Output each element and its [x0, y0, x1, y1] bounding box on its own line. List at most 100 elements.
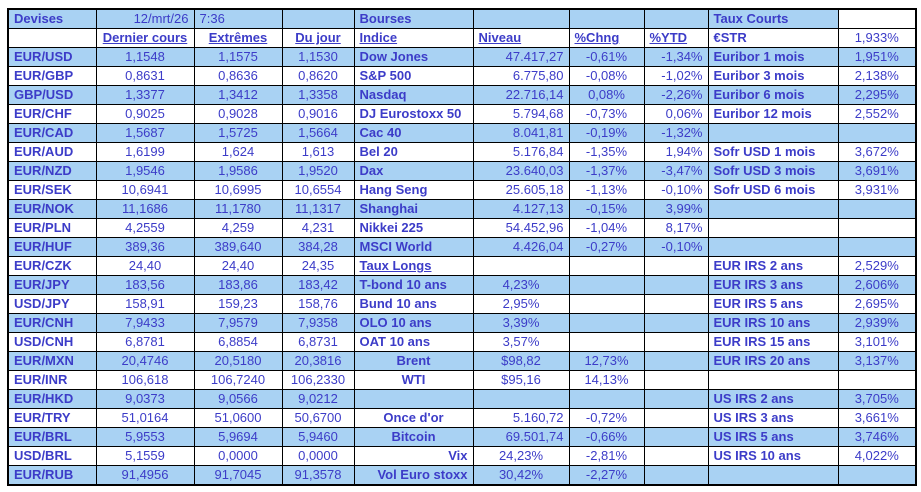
estr-label: €STR [707, 28, 839, 48]
extremes-cell: 106,7240 [193, 370, 283, 390]
du-jour-cell: 4,231 [281, 218, 355, 238]
pct-ytd-cell [643, 370, 709, 390]
taux-label-cell [707, 370, 839, 390]
dernier-cours-cell: 5,9553 [95, 427, 195, 447]
du-jour-cell: 183,42 [281, 275, 355, 295]
taux-value-cell: 3,705% [837, 389, 917, 409]
extremes-cell: 1,9586 [193, 161, 283, 181]
table-row: EUR/HKD 9,0373 9,0566 9,0212 US IRS 2 ans 3,7… [7, 389, 917, 409]
niveau-cell: 4.426,04 [472, 237, 570, 257]
dernier-cours-cell: 183,56 [95, 275, 195, 295]
taux-label-cell: Euribor 3 mois [707, 66, 839, 86]
empty-cell [281, 8, 355, 29]
dernier-cours-cell: 10,6941 [95, 180, 195, 200]
pct-chng-cell: -2,27% [568, 465, 645, 486]
pct-ytd-cell: -0,10% [643, 237, 709, 257]
indice-cell: Bel 20 [353, 142, 474, 162]
pair-cell: EUR/RUB [7, 465, 97, 486]
indice-cell: Brent [353, 351, 474, 371]
extremes-cell: 51,0600 [193, 408, 283, 428]
taux-value-cell: 2,295% [837, 85, 917, 105]
taux-value-cell: 4,022% [837, 446, 917, 466]
pct-chng-cell [568, 389, 645, 409]
devises-header: Devises [7, 8, 97, 29]
extremes-cell: 4,259 [193, 218, 283, 238]
taux-label-cell [707, 123, 839, 143]
taux-label-cell: EUR IRS 3 ans [707, 275, 839, 295]
du-jour-cell: 6,8731 [281, 332, 355, 352]
indice-cell: Bitcoin [353, 427, 474, 447]
taux-label-cell: EUR IRS 5 ans [707, 294, 839, 314]
dernier-cours-cell: 9,0373 [95, 389, 195, 409]
taux-value-cell: 2,939% [837, 313, 917, 333]
pct-chng-cell: -0,15% [568, 199, 645, 219]
extremes-cell: 6,8854 [193, 332, 283, 352]
table-row: EUR/USD 1,1548 1,1575 1,1530 Dow Jones 47.417… [7, 47, 917, 67]
table-row: EUR/NOK 11,1686 11,1780 11,1317 Shanghai 4.12… [7, 199, 917, 219]
pair-cell: EUR/NZD [7, 161, 97, 181]
col-du-jour: Du jour [281, 28, 355, 48]
dernier-cours-cell: 1,9546 [95, 161, 195, 181]
extremes-cell: 1,1575 [193, 47, 283, 67]
du-jour-cell: 5,9460 [281, 427, 355, 447]
pair-cell: EUR/CHF [7, 104, 97, 124]
indice-cell: Vix [353, 446, 474, 466]
extremes-cell: 183,86 [193, 275, 283, 295]
pct-chng-cell: -0,73% [568, 104, 645, 124]
bourses-header: Bourses [353, 8, 474, 29]
indice-cell: WTI [353, 370, 474, 390]
du-jour-cell: 9,0212 [281, 389, 355, 409]
table-row: EUR/MXN 20,4746 20,5180 20,3816 Brent $98,82 1… [7, 351, 917, 371]
table-row: USD/BRL 5,1559 0,0000 0,0000 Vix 24,23% -2,81%… [7, 446, 917, 466]
taux-label-cell: Sofr USD 3 mois [707, 161, 839, 181]
indice-cell [353, 389, 474, 409]
extremes-cell: 5,9694 [193, 427, 283, 447]
dernier-cours-cell: 1,5687 [95, 123, 195, 143]
pct-ytd-cell [643, 389, 709, 409]
pct-chng-cell [568, 313, 645, 333]
extremes-cell: 0,0000 [193, 446, 283, 466]
taux-value-cell [837, 370, 917, 390]
dernier-cours-cell: 1,1548 [95, 47, 195, 67]
indice-cell: DJ Eurostoxx 50 [353, 104, 474, 124]
taux-value-cell: 3,746% [837, 427, 917, 447]
niveau-cell: 24,23% [472, 446, 570, 466]
table-body: EUR/USD 1,1548 1,1575 1,1530 Dow Jones 47.417… [7, 47, 917, 486]
taux-value-cell: 2,606% [837, 275, 917, 295]
taux-label-cell: US IRS 2 ans [707, 389, 839, 409]
taux-value-cell: 2,138% [837, 66, 917, 86]
market-dashboard-table: Devises 12/mrt/26 7:36 Bourses Taux Cour… [7, 8, 917, 486]
pair-cell: GBP/USD [7, 85, 97, 105]
pct-chng-cell: -1,35% [568, 142, 645, 162]
pair-cell: EUR/SEK [7, 180, 97, 200]
pair-cell: EUR/MXN [7, 351, 97, 371]
indice-cell: Once d'or [353, 408, 474, 428]
pct-ytd-cell [643, 351, 709, 371]
dernier-cours-cell: 51,0164 [95, 408, 195, 428]
niveau-cell: 47.417,27 [472, 47, 570, 67]
time-label: 7:36 [193, 8, 283, 29]
taux-label-cell [707, 199, 839, 219]
pair-cell: EUR/CAD [7, 123, 97, 143]
taux-label-cell: EUR IRS 2 ans [707, 256, 839, 276]
pair-cell: EUR/NOK [7, 199, 97, 219]
dernier-cours-cell: 91,4956 [95, 465, 195, 486]
indice-cell: Taux Longs [353, 256, 474, 276]
du-jour-cell: 1,613 [281, 142, 355, 162]
niveau-cell: 5.160,72 [472, 408, 570, 428]
pct-chng-cell: 0,08% [568, 85, 645, 105]
pair-cell: USD/CNH [7, 332, 97, 352]
extremes-cell: 1,624 [193, 142, 283, 162]
estr-value: 1,933% [837, 28, 917, 48]
date-label: 12/mrt/26 [95, 8, 195, 29]
dernier-cours-cell: 389,36 [95, 237, 195, 257]
dernier-cours-cell: 0,8631 [95, 66, 195, 86]
du-jour-cell: 0,9016 [281, 104, 355, 124]
pct-chng-cell [568, 275, 645, 295]
du-jour-cell: 0,8620 [281, 66, 355, 86]
dernier-cours-cell: 106,618 [95, 370, 195, 390]
pair-cell: EUR/TRY [7, 408, 97, 428]
pct-chng-cell: -1,37% [568, 161, 645, 181]
table-row: EUR/CHF 0,9025 0,9028 0,9016 DJ Eurostoxx 50… [7, 104, 917, 124]
niveau-cell: 3,39% [472, 313, 570, 333]
